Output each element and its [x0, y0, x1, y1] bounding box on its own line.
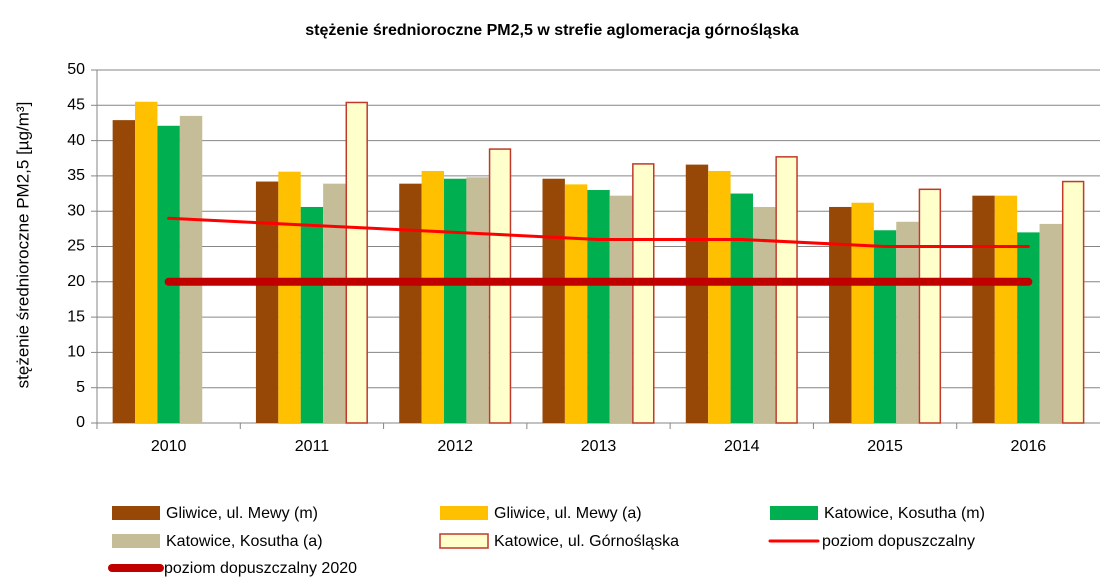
legend-swatch — [440, 506, 488, 520]
bar — [775, 156, 798, 424]
bar — [972, 195, 995, 423]
legend-label: Katowice, ul. Górnośląska — [494, 533, 679, 550]
bar — [135, 101, 158, 424]
bar — [994, 195, 1018, 423]
y-tick-label: 35 — [67, 167, 85, 184]
legend-swatch — [112, 506, 160, 520]
legend-swatch — [770, 506, 818, 520]
x-tick-label: 2011 — [295, 438, 330, 455]
bar — [685, 164, 709, 423]
bar — [1061, 180, 1085, 424]
bar — [873, 230, 897, 423]
bar — [466, 177, 489, 423]
bar — [157, 125, 180, 424]
bar — [829, 206, 852, 423]
legend-label: Katowice, Kosutha (m) — [824, 505, 985, 522]
y-tick-label: 45 — [67, 97, 85, 114]
x-tick-label: 2012 — [437, 438, 473, 455]
legend-label: Katowice, Kosutha (a) — [166, 533, 323, 550]
y-tick-label: 20 — [67, 273, 85, 290]
bar — [1017, 232, 1040, 423]
bar — [345, 101, 368, 424]
chart-title: stężenie średnioroczne PM2,5 w strefie a… — [305, 22, 799, 39]
legend-label: Gliwice, ul. Mewy (a) — [494, 505, 642, 522]
bar — [399, 183, 422, 423]
line — [167, 216, 1030, 248]
bar — [323, 183, 346, 423]
x-tick-label: 2015 — [867, 438, 903, 455]
bar — [896, 221, 919, 423]
bar — [708, 170, 731, 423]
bar — [421, 170, 445, 423]
y-tick-label: 25 — [67, 238, 85, 255]
bar — [542, 178, 565, 423]
x-tick-label: 2010 — [151, 438, 187, 455]
bar — [564, 184, 588, 423]
bar — [278, 171, 301, 423]
bar — [587, 190, 610, 423]
legend-swatch — [439, 533, 489, 549]
bar — [918, 188, 942, 424]
bar — [752, 206, 776, 423]
x-tick-label: 2014 — [724, 438, 760, 455]
bar — [851, 202, 874, 423]
y-tick-label: 40 — [67, 132, 85, 149]
y-tick-label: 30 — [67, 202, 85, 219]
y-tick-label: 50 — [67, 61, 85, 78]
bar — [632, 163, 655, 424]
y-tick-label: 15 — [67, 308, 85, 325]
y-axis-label: stężenie średnioroczne PM2,5 [µg/m³] — [13, 102, 32, 389]
legend-label: Gliwice, ul. Mewy (m) — [166, 505, 318, 522]
bar — [730, 193, 753, 423]
bar — [609, 195, 633, 423]
bar — [444, 178, 467, 423]
bar — [112, 120, 136, 423]
legend-swatch — [112, 534, 160, 548]
x-tick-label: 2013 — [581, 438, 617, 455]
bar — [179, 115, 203, 423]
y-tick-label: 0 — [76, 414, 85, 431]
bar — [300, 206, 324, 423]
legend-label: poziom dopuszczalny — [822, 533, 975, 550]
legend-label: poziom dopuszczalny 2020 — [164, 560, 357, 577]
bar — [1039, 223, 1062, 423]
y-tick-label: 10 — [67, 344, 85, 361]
y-tick-label: 5 — [76, 379, 85, 396]
bar — [255, 181, 279, 423]
bar — [488, 148, 512, 424]
x-tick-label: 2016 — [1011, 438, 1047, 455]
